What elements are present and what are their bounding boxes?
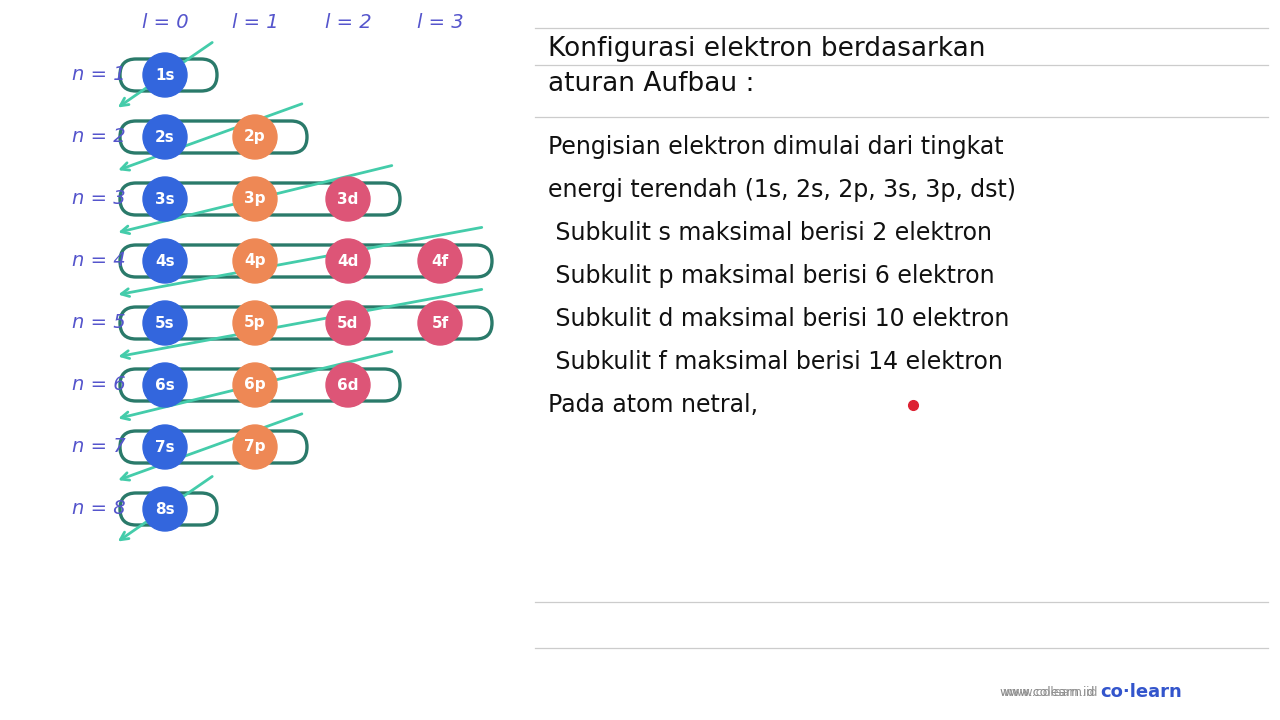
Text: 2p: 2p [244, 130, 266, 145]
Circle shape [143, 53, 187, 97]
Text: n = 3: n = 3 [72, 189, 125, 209]
Text: 4d: 4d [338, 253, 358, 269]
Text: 3p: 3p [244, 192, 266, 207]
Circle shape [326, 363, 370, 407]
Text: n = 6: n = 6 [72, 376, 125, 395]
Text: l = 2: l = 2 [325, 14, 371, 32]
Text: 4f: 4f [431, 253, 448, 269]
Text: 2s: 2s [155, 130, 175, 145]
Text: 5f: 5f [431, 315, 448, 330]
Circle shape [326, 301, 370, 345]
Text: n = 1: n = 1 [72, 66, 125, 84]
Text: 7s: 7s [155, 439, 175, 454]
Text: l = 1: l = 1 [232, 14, 278, 32]
Text: n = 5: n = 5 [72, 313, 125, 333]
Circle shape [233, 425, 276, 469]
Text: Subkulit p maksimal berisi 6 elektron: Subkulit p maksimal berisi 6 elektron [548, 264, 995, 288]
Text: 8s: 8s [155, 502, 175, 516]
Circle shape [143, 177, 187, 221]
Circle shape [143, 301, 187, 345]
Text: 5p: 5p [244, 315, 266, 330]
Text: 3d: 3d [338, 192, 358, 207]
Text: l = 0: l = 0 [142, 14, 188, 32]
Text: 5s: 5s [155, 315, 175, 330]
Circle shape [233, 115, 276, 159]
Text: Subkulit d maksimal berisi 10 elektron: Subkulit d maksimal berisi 10 elektron [548, 307, 1010, 331]
Circle shape [143, 487, 187, 531]
Text: aturan Aufbau :: aturan Aufbau : [548, 71, 754, 97]
Text: 4s: 4s [155, 253, 175, 269]
Circle shape [143, 239, 187, 283]
Circle shape [419, 301, 462, 345]
Text: Konfigurasi elektron berdasarkan: Konfigurasi elektron berdasarkan [548, 36, 986, 62]
Text: 6s: 6s [155, 377, 175, 392]
Text: l = 3: l = 3 [417, 14, 463, 32]
Circle shape [233, 177, 276, 221]
Circle shape [419, 239, 462, 283]
Text: n = 7: n = 7 [72, 438, 125, 456]
Circle shape [233, 363, 276, 407]
Text: 1s: 1s [155, 68, 175, 83]
Circle shape [143, 115, 187, 159]
Circle shape [233, 239, 276, 283]
Circle shape [326, 239, 370, 283]
Circle shape [326, 177, 370, 221]
Text: Pengisian elektron dimulai dari tingkat: Pengisian elektron dimulai dari tingkat [548, 135, 1004, 159]
Text: 4p: 4p [244, 253, 266, 269]
Text: 5d: 5d [338, 315, 358, 330]
Circle shape [143, 363, 187, 407]
Text: 3s: 3s [155, 192, 175, 207]
Text: n = 8: n = 8 [72, 500, 125, 518]
Text: Pada atom netral,: Pada atom netral, [548, 393, 758, 417]
Circle shape [143, 425, 187, 469]
Text: co·learn: co·learn [1100, 683, 1181, 701]
Text: www.colearn.id: www.colearn.id [1000, 685, 1094, 698]
Text: n = 4: n = 4 [72, 251, 125, 271]
Text: 6p: 6p [244, 377, 266, 392]
Text: energi terendah (1s, 2s, 2p, 3s, 3p, dst): energi terendah (1s, 2s, 2p, 3s, 3p, dst… [548, 178, 1016, 202]
Text: Subkulit f maksimal berisi 14 elektron: Subkulit f maksimal berisi 14 elektron [548, 350, 1002, 374]
Text: 6d: 6d [337, 377, 358, 392]
Circle shape [233, 301, 276, 345]
Text: Subkulit s maksimal berisi 2 elektron: Subkulit s maksimal berisi 2 elektron [548, 221, 992, 245]
Text: www.colearn.id: www.colearn.id [1002, 685, 1098, 698]
Text: 7p: 7p [244, 439, 266, 454]
Text: n = 2: n = 2 [72, 127, 125, 146]
